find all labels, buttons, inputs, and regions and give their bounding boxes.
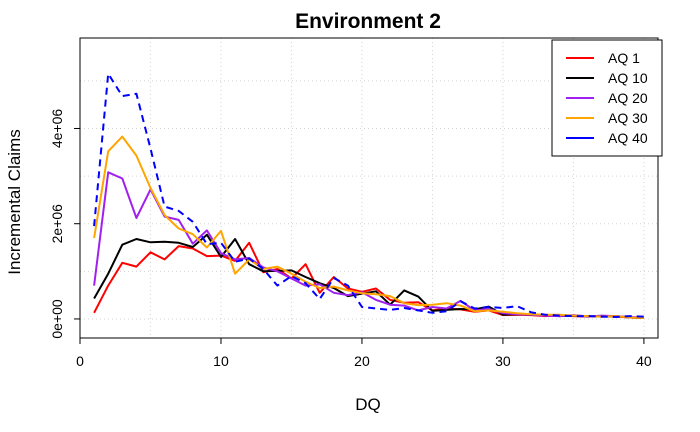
x-tick-label: 40: [636, 353, 652, 369]
y-tick-label: 2e+06: [49, 204, 65, 244]
series-line-aq-30: [93, 135, 644, 319]
legend-label: AQ 30: [608, 110, 648, 126]
y-tick-label: 0e+00: [49, 299, 65, 339]
x-tick-label: 0: [76, 353, 84, 369]
x-axis: 0 10 20 30 40: [76, 337, 652, 369]
x-tick-label: 10: [213, 353, 229, 369]
x-axis-label: DQ: [355, 395, 381, 414]
legend-label: AQ 20: [608, 90, 648, 106]
legend-box: [551, 39, 663, 157]
y-axis-label: Incremental Claims: [5, 129, 24, 275]
chart-title: Environment 2: [295, 10, 441, 33]
series-line-aq-40: [93, 72, 644, 318]
x-tick-label: 30: [495, 353, 511, 369]
legend: AQ 1 AQ 10 AQ 20 AQ 30 AQ 40: [551, 39, 663, 157]
y-tick-label: 4e+06: [49, 109, 65, 149]
legend-label: AQ 40: [608, 130, 648, 146]
series-lines: [93, 72, 644, 319]
x-tick-label: 20: [354, 353, 370, 369]
legend-label: AQ 1: [608, 50, 640, 66]
y-axis: 0e+00 2e+06 4e+06: [49, 109, 81, 339]
legend-label: AQ 10: [608, 70, 648, 86]
gridlines: [79, 38, 658, 338]
